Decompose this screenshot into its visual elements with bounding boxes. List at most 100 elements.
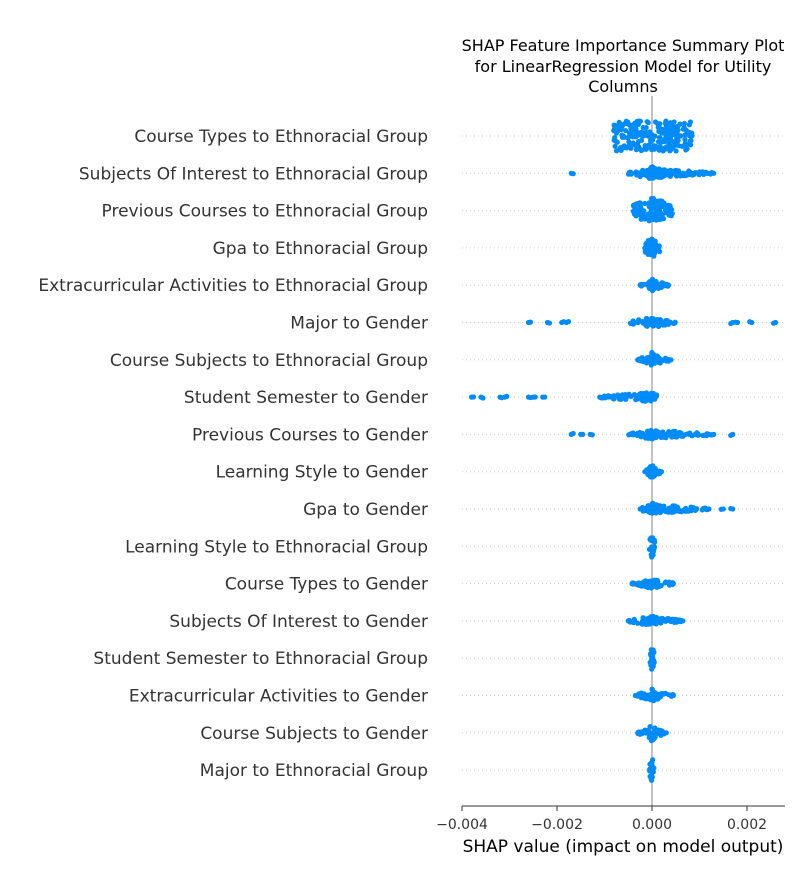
- shap-dot: [621, 143, 627, 149]
- shap-dot: [658, 281, 664, 287]
- feature-label: Previous Courses to Ethnoracial Group: [102, 202, 428, 222]
- shap-dot: [657, 135, 663, 141]
- shap-dot: [660, 147, 666, 154]
- shap-dot: [661, 730, 667, 736]
- shap-dot: [616, 119, 622, 125]
- feature-label: Gpa to Gender: [303, 500, 428, 520]
- shap-dot: [747, 319, 753, 325]
- feature-label: Course Subjects to Gender: [200, 724, 428, 744]
- shap-dot: [650, 252, 656, 258]
- feature-dots-row: [647, 757, 657, 783]
- shap-dot: [589, 432, 595, 438]
- shap-dot: [647, 464, 654, 470]
- shap-dot: [642, 143, 648, 149]
- feature-dots-row: [568, 427, 736, 442]
- shap-dot: [630, 321, 636, 327]
- shap-dot: [681, 120, 688, 127]
- shap-dot: [653, 690, 659, 697]
- shap-dot: [662, 126, 668, 132]
- shap-dot: [659, 130, 665, 136]
- shap-dot: [649, 554, 655, 560]
- shap-dot: [648, 208, 654, 214]
- shap-dots: [468, 118, 779, 783]
- shap-dot: [732, 319, 739, 325]
- shap-dot: [603, 393, 610, 400]
- chart-title-line-1: SHAP Feature Importance Summary Plot: [462, 36, 785, 55]
- feature-label: Extracurricular Activities to Ethnoracia…: [38, 276, 428, 296]
- shap-dot: [660, 691, 666, 697]
- shap-dot: [683, 141, 689, 148]
- shap-dot: [645, 120, 651, 126]
- shap-dot: [653, 503, 659, 510]
- shap-dot: [632, 120, 638, 126]
- shap-dot: [636, 317, 642, 324]
- shap-dot: [645, 241, 652, 247]
- shap-dot: [770, 320, 777, 326]
- shap-dot: [653, 393, 659, 399]
- shap-dot: [645, 282, 651, 289]
- shap-dot: [672, 320, 678, 326]
- shap-dot: [649, 544, 655, 550]
- shap-dot: [639, 506, 645, 512]
- shap-dot: [504, 393, 510, 399]
- shap-dot: [630, 208, 636, 214]
- shap-dot: [628, 141, 634, 147]
- shap-dot: [638, 147, 644, 153]
- shap-dot: [639, 169, 645, 175]
- shap-dot: [644, 469, 650, 475]
- shap-dot: [638, 205, 644, 211]
- shap-dot: [626, 432, 632, 438]
- shap-dot: [728, 320, 734, 327]
- shap-dot: [668, 693, 674, 699]
- shap-dot: [648, 137, 654, 144]
- shap-dot: [470, 394, 477, 400]
- shap-dot: [650, 647, 656, 653]
- shap-dot: [666, 505, 672, 511]
- shap-dot: [669, 138, 675, 144]
- shap-dot: [612, 143, 618, 149]
- shap-dot: [692, 169, 699, 176]
- shap-dot: [532, 394, 538, 400]
- x-tick-label: 0.002: [727, 817, 767, 833]
- feature-label: Subjects Of Interest to Ethnoracial Grou…: [79, 164, 428, 184]
- shap-dot: [656, 243, 662, 249]
- shap-dot: [634, 172, 640, 178]
- shap-dot: [647, 651, 654, 657]
- feature-dots-row: [646, 535, 658, 560]
- shap-dot: [649, 509, 655, 515]
- feature-dots-row: [468, 390, 660, 404]
- shap-dot: [657, 139, 663, 145]
- shap-dot: [665, 146, 672, 152]
- shap-dot: [673, 148, 679, 154]
- shap-dot: [673, 507, 679, 513]
- shap-dot: [654, 282, 660, 288]
- shap-dot: [623, 127, 629, 134]
- feature-dots-row: [525, 315, 779, 330]
- feature-label: Course Types to Ethnoracial Group: [134, 127, 428, 147]
- shap-dot: [613, 148, 620, 154]
- shap-dot: [686, 122, 692, 128]
- shap-dot: [683, 505, 689, 512]
- feature-dots-row: [642, 236, 663, 259]
- shap-dot: [633, 392, 639, 399]
- shap-dot: [641, 131, 647, 137]
- x-axis-label: SHAP value (impact on model output): [463, 837, 784, 857]
- shap-dot: [709, 169, 715, 176]
- shap-dot: [638, 434, 644, 440]
- shap-dot: [668, 581, 674, 587]
- shap-dot: [658, 216, 664, 222]
- row-gridlines: [462, 135, 785, 771]
- shap-dot: [651, 212, 657, 218]
- shap-dot: [688, 137, 694, 144]
- feature-label: Subjects Of Interest to Gender: [169, 612, 428, 632]
- shap-dot: [678, 433, 685, 439]
- shap-dot: [622, 392, 628, 398]
- feature-label: Course Subjects to Ethnoracial Group: [110, 351, 428, 371]
- shap-dot: [644, 508, 650, 514]
- shap-dot: [643, 215, 649, 221]
- shap-dot: [684, 170, 690, 177]
- shap-dot: [616, 396, 622, 402]
- shap-dot: [623, 118, 629, 124]
- feature-dots-row: [568, 164, 717, 181]
- shap-dot: [670, 144, 676, 150]
